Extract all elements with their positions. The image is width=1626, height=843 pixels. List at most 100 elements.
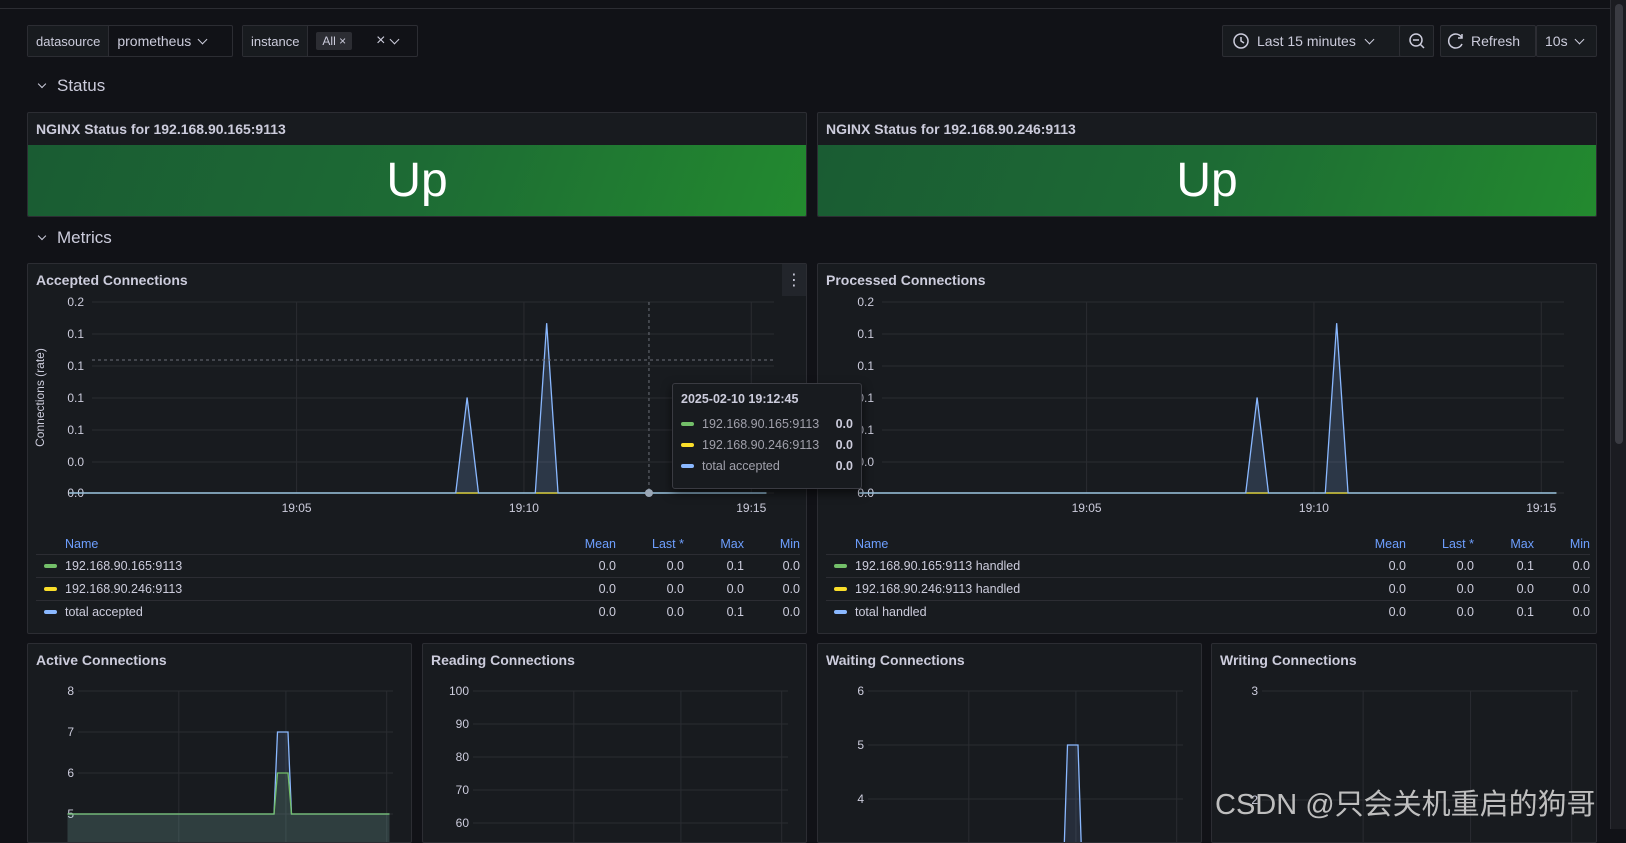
legend-row[interactable]: 192.168.90.165:9113 handled 0.0 0.0 0.1 0.0 <box>826 554 1590 577</box>
writing-chart[interactable]: 32 <box>1212 644 1597 843</box>
legend-col-last[interactable]: Last * <box>652 537 684 551</box>
series-swatch <box>834 610 847 614</box>
status-panel-246: NGINX Status for 192.168.90.246:9113 Up <box>817 112 1597 217</box>
time-range-picker[interactable]: Last 15 minutes <box>1222 25 1434 57</box>
legend-value: 0.0 <box>1388 605 1406 619</box>
legend-row[interactable]: 192.168.90.165:9113 0.0 0.0 0.1 0.0 <box>36 554 800 577</box>
kebab-menu-icon[interactable]: ⋮ <box>782 264 806 296</box>
row-status[interactable]: Status <box>33 76 105 96</box>
legend-value: 0.0 <box>666 559 684 573</box>
instance-chip[interactable]: All × <box>316 32 353 50</box>
row-status-title: Status <box>57 76 106 95</box>
chevron-down-icon <box>37 231 47 241</box>
x-tick-label: 19:15 <box>736 501 766 515</box>
reading-chart[interactable]: 100 90 80 70 60 <box>423 644 807 843</box>
legend-header: Name Mean Last * Max Min <box>826 534 1590 554</box>
legend-col-last[interactable]: Last * <box>1442 537 1474 551</box>
clock-icon <box>1233 33 1249 49</box>
accepted-chart[interactable]: 0.20.10.10.10.10.00.019:05 19:10 19:15Conn… <box>28 264 807 524</box>
series-line <box>859 323 1557 494</box>
legend-value: 0.1 <box>726 559 744 573</box>
datasource-label: datasource <box>28 26 110 56</box>
y-tick-label: 70 <box>456 783 470 797</box>
scrollbar-thumb[interactable] <box>1615 4 1623 444</box>
series-name: total handled <box>855 605 927 619</box>
tooltip-series-name: 192.168.90.165:9113 <box>702 417 820 431</box>
series-name: 192.168.90.246:9113 <box>65 582 183 596</box>
legend-value: 0.0 <box>782 559 800 573</box>
panel-title: Processed Connections <box>826 272 986 288</box>
clear-icon[interactable]: × <box>376 32 386 49</box>
legend-value: 0.0 <box>598 582 616 596</box>
legend-value: 0.0 <box>782 582 800 596</box>
refresh-button[interactable]: Refresh <box>1440 25 1536 57</box>
legend-value: 0.0 <box>726 582 744 596</box>
legend-col-name[interactable]: Name <box>65 537 99 551</box>
tooltip-series-value: 0.0 <box>835 417 853 431</box>
panel-title: Writing Connections <box>1220 652 1357 668</box>
legend-header: Name Mean Last * Max Min <box>36 534 800 554</box>
legend-value: 0.0 <box>1388 582 1406 596</box>
legend-col-name[interactable]: Name <box>855 537 889 551</box>
reading-connections-panel[interactable]: Reading Connections 100 90 80 70 60 <box>422 643 807 843</box>
row-metrics[interactable]: Metrics <box>33 228 112 248</box>
series-area <box>1064 745 1082 842</box>
y-tick-label: 0.2 <box>857 295 874 309</box>
legend-value: 0.0 <box>1388 559 1406 573</box>
series-area <box>859 323 1557 493</box>
datasource-select[interactable]: prometheus <box>109 33 220 49</box>
legend-col-mean[interactable]: Mean <box>1374 537 1406 551</box>
status-panel-165: NGINX Status for 192.168.90.165:9113 Up <box>27 112 807 217</box>
processed-chart[interactable]: 0.20.10.10.10.10.00.019:0519:1019:15rate… <box>818 264 1597 524</box>
series-line <box>67 772 390 815</box>
legend-col-min[interactable]: Min <box>779 537 800 551</box>
waiting-connections-panel[interactable]: Waiting Connections 6 5 4 <box>817 643 1202 843</box>
row-metrics-title: Metrics <box>57 228 112 247</box>
refresh-label: Refresh <box>1471 33 1521 49</box>
waiting-chart[interactable]: 6 5 4 <box>818 644 1202 843</box>
page-scrollbar[interactable] <box>1610 0 1626 829</box>
legend-row[interactable]: total accepted 0.0 0.0 0.1 0.0 <box>36 600 800 623</box>
instance-chip-label: All <box>322 34 336 48</box>
legend-col-max[interactable]: Max <box>720 537 744 551</box>
series-name: total accepted <box>65 605 143 619</box>
y-tick-label: 60 <box>456 816 470 830</box>
datasource-variable[interactable]: datasource prometheus <box>27 25 233 57</box>
y-tick-label: 0.1 <box>857 359 874 373</box>
panel-title: Accepted Connections <box>36 272 188 288</box>
y-tick-label: 0.1 <box>67 391 84 405</box>
legend-value: 0.0 <box>1572 559 1590 573</box>
legend-row[interactable]: 192.168.90.246:9113 handled 0.0 0.0 0.0 0.0 <box>826 577 1590 600</box>
instance-variable[interactable]: instance All × × <box>242 25 418 57</box>
y-tick-label: 0.1 <box>67 423 84 437</box>
chevron-down-icon <box>1364 34 1375 45</box>
legend-value: 0.0 <box>598 605 616 619</box>
series-area <box>69 323 767 493</box>
chip-remove-icon[interactable]: × <box>339 34 347 48</box>
top-edge <box>0 0 1626 9</box>
status-value: Up <box>818 145 1596 216</box>
x-tick-label: 19:10 <box>509 501 539 515</box>
instance-label: instance <box>243 26 309 56</box>
legend-row[interactable]: total handled 0.0 0.0 0.1 0.0 <box>826 600 1590 623</box>
instance-select[interactable]: All × × <box>308 32 410 50</box>
processed-connections-panel[interactable]: Processed Connections 0.2 0.1 0.1 0.1 0.1 0.0… <box>817 263 1597 634</box>
grid <box>473 690 788 842</box>
legend-value: 0.1 <box>1516 605 1534 619</box>
y-axis-label: Connections (rate) <box>33 348 47 447</box>
y-tick-label: 0.1 <box>67 327 84 341</box>
watermark: CSDN @只会关机重启的狗哥 <box>1215 789 1596 821</box>
legend-value: 0.0 <box>782 605 800 619</box>
x-tick-label: 19:10 <box>1299 501 1329 515</box>
legend-row[interactable]: 192.168.90.246:9113 0.0 0.0 0.0 0.0 <box>36 577 800 600</box>
legend-value: 0.1 <box>1516 559 1534 573</box>
legend-value: 0.0 <box>1456 582 1474 596</box>
legend-col-min[interactable]: Min <box>1569 537 1590 551</box>
refresh-interval-picker[interactable]: 10s <box>1536 25 1597 57</box>
legend-col-mean[interactable]: Mean <box>584 537 616 551</box>
legend-col-max[interactable]: Max <box>1510 537 1534 551</box>
zoom-out-button[interactable] <box>1399 25 1434 57</box>
